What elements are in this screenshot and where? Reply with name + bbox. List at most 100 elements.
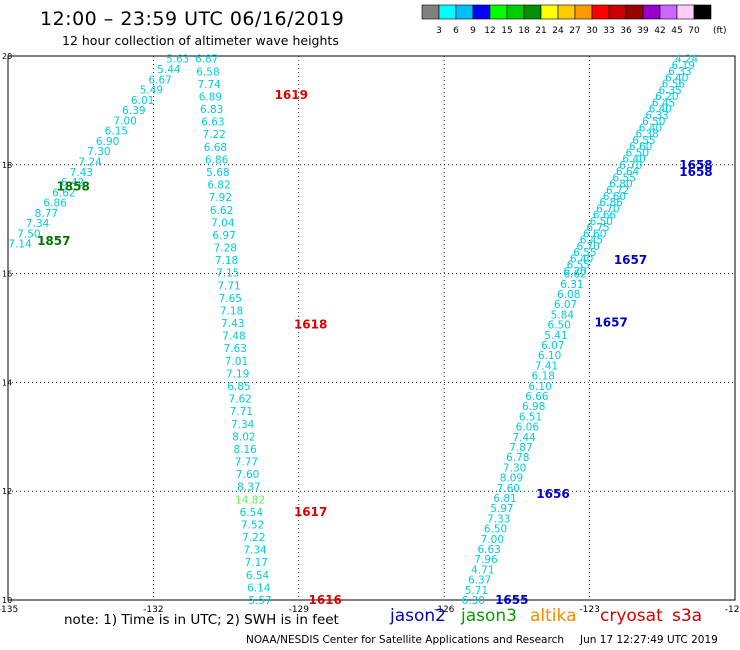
wave-height-value: 7.33 <box>487 513 510 525</box>
legend-label: 27 <box>569 26 580 36</box>
wave-height-value: 6.50 <box>642 116 665 128</box>
legend-label: 70 <box>688 26 700 36</box>
pass-number-label: 1619 <box>275 88 308 102</box>
wave-height-value: 7.60 <box>497 483 520 495</box>
wave-height-value: 6.40 <box>570 253 593 265</box>
pass-number-label: 1616 <box>308 593 341 607</box>
legend-label: 36 <box>620 26 632 36</box>
note-text: note: 1) Time is in UTC; 2) SWH is in fe… <box>64 612 339 628</box>
wave-height-value: 7.30 <box>87 146 110 158</box>
wave-height-value: 6.55 <box>573 247 596 259</box>
wave-height-value: 5.71 <box>465 585 488 597</box>
wave-height-value: 6.68 <box>204 142 227 154</box>
wave-height-value: 6.82 <box>207 180 230 192</box>
legend-label: 42 <box>654 26 665 36</box>
wave-height-value: 8.37 <box>237 482 260 494</box>
wave-height-value: 6.60 <box>603 191 626 203</box>
wave-height-value: 6.81 <box>493 493 516 505</box>
legend-label: 30 <box>586 26 598 36</box>
legend-scale: 3 6 9 12 15 18 21 24 27 30 33 36 39 42 45 70 (ft) <box>421 4 727 36</box>
lon-tick-label: -129 <box>289 605 310 615</box>
credit-text: NOAA/NESDIS Center for Satellite Applica… <box>246 634 564 646</box>
wave-height-value: 7.60 <box>236 469 259 481</box>
wave-height-value: 6.50 <box>547 320 570 332</box>
wave-height-value: 7.34 <box>231 419 255 431</box>
wave-height-value: 6.62 <box>52 187 75 199</box>
wave-height-value: 7.43 <box>70 167 93 179</box>
wave-height-value: 5.68 <box>206 167 229 179</box>
wave-height-value: 7.17 <box>245 557 268 569</box>
wave-height-value: 6.55 <box>567 260 590 272</box>
sat-altika: altika <box>530 606 577 626</box>
map-frame <box>7 55 736 601</box>
wave-height-value: 7.77 <box>235 457 258 469</box>
wave-height-value: 6.70 <box>596 203 619 215</box>
wave-height-value: 6.35 <box>658 85 681 97</box>
wave-height-value: 6.62 <box>563 269 586 281</box>
wave-height-value: 6.33 <box>645 110 668 122</box>
legend-label: 3 <box>436 26 442 36</box>
wave-height-value: 6.37 <box>468 575 491 587</box>
wave-height-value: 7.14 <box>8 239 32 251</box>
wave-height-value: 6.90 <box>96 136 119 148</box>
wave-height-value: 6.86 <box>599 197 623 209</box>
wave-height-value: 7.22 <box>242 532 265 544</box>
legend-label: 33 <box>603 26 614 36</box>
wave-height-value: 8.16 <box>233 444 257 456</box>
wave-height-value: 8.77 <box>35 208 58 220</box>
wave-height-value: 7.44 <box>512 432 536 444</box>
pass-number-label: 1617 <box>294 505 327 519</box>
wave-height-value: 6.39 <box>122 105 145 117</box>
wave-height-value: 6.72 <box>606 185 629 197</box>
lon-tick-label: -123 <box>579 605 599 615</box>
color-legend: 3 6 9 12 15 18 21 24 27 30 33 36 39 42 45 70 (ft) <box>421 4 737 44</box>
wave-height-value: 6.15 <box>105 126 128 138</box>
wave-height-value: 6.38 <box>635 129 658 141</box>
lon-tick-label: -120 <box>725 605 740 615</box>
wave-height-value: 5.63 <box>166 54 189 66</box>
wave-height-value: 7.00 <box>481 534 504 546</box>
pass-number-label: 1658 <box>679 165 712 179</box>
wave-height-value: 6.75 <box>586 222 609 234</box>
lon-tick-label: -126 <box>434 605 455 615</box>
lat-tick-label: 16 <box>2 270 12 279</box>
wave-height-value: 7.92 <box>209 192 232 204</box>
wave-height-value: 7.71 <box>230 406 253 418</box>
wave-height-value: 7.34 <box>26 218 50 230</box>
legend-label: 15 <box>501 26 512 36</box>
wave-height-value: 6.54 <box>246 570 270 582</box>
legend-label: 6 <box>453 26 459 36</box>
wave-height-value: 6.40 <box>639 122 662 134</box>
wave-height-value: 6.98 <box>522 401 545 413</box>
pass-number-label: 1618 <box>294 318 327 332</box>
wave-height-value: 6.06 <box>516 422 540 434</box>
legend-swatch <box>693 4 712 20</box>
wave-height-value: 6.20 <box>563 266 586 278</box>
wave-height-value: 6.64 <box>616 166 640 178</box>
timestamp: Jun 17 12:27:49 UTC 2019 <box>580 634 718 646</box>
wave-height-value: 6.58 <box>196 66 219 78</box>
lat-tick-label: 14 <box>2 378 12 387</box>
wave-height-value: 4.24 <box>675 54 699 66</box>
lon-tick-label: -132 <box>143 605 163 615</box>
wave-height-value: 7.30 <box>503 462 526 474</box>
wave-height-value: 6.87 <box>195 54 218 66</box>
wave-height-value: 7.43 <box>221 318 244 330</box>
wave-height-value: 7.34 <box>243 545 267 557</box>
wave-height-value: 6.33 <box>668 66 691 78</box>
wave-height-value: 5.41 <box>544 330 567 342</box>
wave-height-value: 6.70 <box>576 241 599 253</box>
wave-height-value: 6.08 <box>557 289 580 301</box>
wave-height-value: 6.56 <box>662 79 686 91</box>
pass-number-label: 1857 <box>37 234 70 248</box>
legend-label: 9 <box>470 26 476 36</box>
legend-unit: (ft) <box>713 26 727 36</box>
pass-number-label: 1655 <box>495 593 528 607</box>
wave-height-value: 6.66 <box>525 391 549 403</box>
wave-height-value: 5.97 <box>490 503 513 515</box>
sat-jason3: jason3 <box>461 606 517 626</box>
wave-height-value: 7.71 <box>217 280 240 292</box>
wave-height-value: 6.83 <box>200 104 223 116</box>
wave-height-value: 6.86 <box>43 198 67 210</box>
